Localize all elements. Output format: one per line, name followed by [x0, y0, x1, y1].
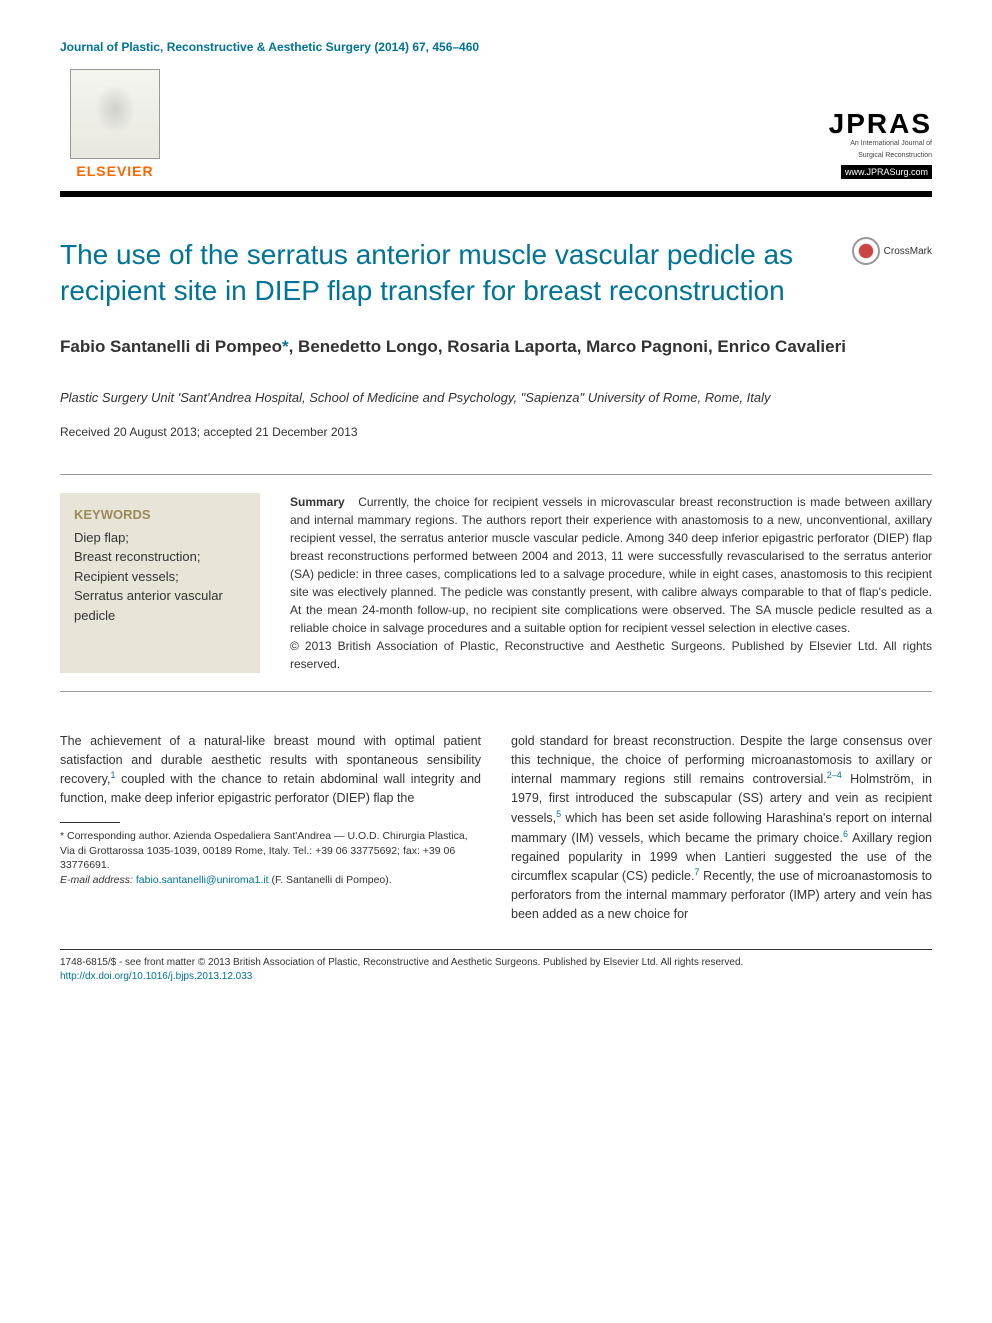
affiliation: Plastic Surgery Unit 'Sant'Andrea Hospit… — [60, 389, 932, 407]
keywords-heading: KEYWORDS — [74, 507, 246, 522]
corresponding-who: (F. Santanelli di Pompeo). — [271, 874, 391, 886]
body-column-left: The achievement of a natural-like breast… — [60, 732, 481, 924]
summary-label: Summary — [290, 495, 345, 509]
summary-box: Summary Currently, the choice for recipi… — [290, 493, 932, 673]
article-dates: Received 20 August 2013; accepted 21 Dec… — [60, 425, 932, 439]
abstract-section: KEYWORDS Diep flap;Breast reconstruction… — [60, 474, 932, 692]
corresponding-asterisk: * — [282, 337, 289, 356]
crossmark-label: CrossMark — [884, 246, 932, 257]
summary-copyright: © 2013 British Association of Plastic, R… — [290, 639, 932, 671]
crossmark-badge[interactable]: CrossMark — [852, 237, 932, 265]
journal-page: Journal of Plastic, Reconstructive & Aes… — [0, 0, 992, 1024]
corresponding-text: * Corresponding author. Azienda Ospedali… — [60, 830, 468, 871]
article-title: The use of the serratus anterior muscle … — [60, 237, 852, 310]
journal-subtitle-2: Surgical Reconstruction — [802, 152, 932, 160]
footnote-rule — [60, 822, 120, 823]
journal-subtitle-1: An International Journal of — [802, 140, 932, 148]
corresponding-email[interactable]: fabio.santanelli@uniroma1.it — [136, 874, 269, 886]
body-text: The achievement of a natural-like breast… — [60, 732, 932, 924]
journal-logo: JPRAS An International Journal of Surgic… — [802, 108, 932, 179]
journal-url[interactable]: www.JPRASurg.com — [841, 165, 932, 179]
body-column-right: gold standard for breast reconstruction.… — [511, 732, 932, 924]
keywords-list: Diep flap;Breast reconstruction;Recipien… — [74, 528, 246, 626]
publisher-logo: ELSEVIER — [60, 69, 170, 179]
footer-rule — [60, 949, 932, 950]
crossmark-icon — [852, 237, 880, 265]
summary-text: Currently, the choice for recipient vess… — [290, 495, 932, 635]
doi-link[interactable]: http://dx.doi.org/10.1016/j.bjps.2013.12… — [60, 971, 252, 982]
email-label: E-mail address: — [60, 874, 133, 886]
elsevier-tree-icon — [70, 69, 160, 159]
publisher-name: ELSEVIER — [76, 163, 153, 179]
authors-list: Fabio Santanelli di Pompeo*, Benedetto L… — [60, 335, 932, 359]
footer-copyright: 1748-6815/$ - see front matter © 2013 Br… — [60, 957, 743, 968]
keywords-box: KEYWORDS Diep flap;Breast reconstruction… — [60, 493, 260, 673]
corresponding-footnote: * Corresponding author. Azienda Ospedali… — [60, 829, 481, 888]
ref-2-4[interactable]: 2–4 — [827, 770, 842, 780]
body-p1b: coupled with the chance to retain abdomi… — [60, 772, 481, 805]
journal-citation: Journal of Plastic, Reconstructive & Aes… — [60, 40, 932, 54]
title-row: The use of the serratus anterior muscle … — [60, 237, 932, 310]
divider-bar — [60, 191, 932, 197]
journal-acronym: JPRAS — [802, 108, 932, 140]
footer: 1748-6815/$ - see front matter © 2013 Br… — [60, 956, 932, 984]
logos-row: ELSEVIER JPRAS An International Journal … — [60, 69, 932, 179]
